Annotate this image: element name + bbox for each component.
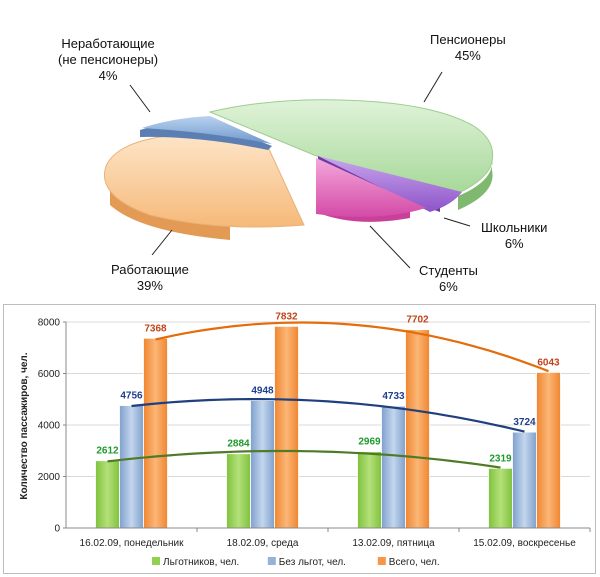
data-label: 4756	[120, 391, 143, 402]
bar-chart-border	[3, 304, 596, 574]
y-tick-label: 2000	[38, 472, 61, 483]
data-label: 7832	[275, 311, 298, 322]
legend: Льготников, чел. Без льгот, чел. Всего, че…	[152, 557, 440, 568]
data-label: 6043	[537, 357, 560, 368]
data-label: 2612	[96, 446, 119, 457]
bar-bez-lgot	[381, 405, 406, 529]
x-tick-label: 18.02.09, среда	[227, 538, 299, 549]
bar-bez-lgot	[250, 400, 275, 529]
bar-bez-lgot	[119, 405, 144, 529]
bar-lgotniki	[488, 467, 513, 529]
y-tick-label: 0	[54, 524, 60, 535]
pie-label-pensioners: Пенсионеры 45%	[430, 32, 506, 64]
pie-chart	[104, 71, 494, 269]
bar-lgotniki	[226, 453, 251, 529]
pie-label-students: Студенты 6%	[419, 263, 478, 295]
trendline	[131, 398, 525, 433]
x-tick-label: 15.02.09, воскресенье	[473, 538, 576, 549]
bar-lgotniki	[357, 451, 382, 529]
trendline	[155, 321, 549, 373]
leader-line-nonworking	[129, 84, 151, 113]
leader-line-schoolkids	[443, 217, 471, 227]
bar-vsego	[405, 329, 430, 529]
legend-swatch	[267, 557, 276, 565]
data-label: 2969	[358, 437, 381, 448]
data-label: 4733	[382, 391, 405, 402]
pie-label-working-name: Работающие	[111, 262, 189, 277]
leader-line-students	[369, 225, 411, 269]
pie-slice-schoolkids	[318, 156, 462, 212]
legend-label: Всего, чел.	[389, 557, 440, 568]
data-label: 2884	[227, 439, 250, 450]
legend-label: Без льгот, чел.	[279, 557, 346, 568]
pie-slice-pensioners	[208, 99, 494, 210]
pie-label-pensioners-percent: 45%	[454, 48, 481, 63]
pie-label-pensioners-name: Пенсионеры	[430, 32, 506, 47]
axes: 0 2000 4000 6000 8000 16.02.09, понедельник 18…	[38, 318, 591, 549]
bar-vsego	[274, 325, 299, 529]
x-tick-label: 13.02.09, пятница	[352, 538, 435, 549]
data-label: 7702	[406, 315, 429, 326]
y-tick-label: 6000	[38, 369, 61, 380]
bars	[95, 325, 561, 529]
leader-line-pensioners	[423, 71, 443, 103]
pie-label-students-percent: 6%	[439, 279, 458, 294]
pie-slice-nonworking	[140, 116, 272, 150]
data-label: 2319	[489, 453, 512, 464]
bar-bez-lgot	[512, 431, 537, 529]
y-tick-label: 8000	[38, 318, 61, 329]
y-tick-label: 4000	[38, 421, 61, 432]
pie-label-nonworking-name-line2: (не пенсионеры)	[58, 52, 159, 67]
data-labels: 2612 2884 2969 2319 4756 4948 4733 3724 7368 7832…	[96, 311, 560, 464]
legend-swatch	[377, 557, 386, 565]
data-label: 7368	[144, 323, 167, 334]
trendline	[107, 449, 501, 469]
pie-label-schoolkids-percent: 6%	[504, 236, 524, 251]
pie-label-students-name: Студенты	[419, 263, 478, 278]
pie-label-schoolkids-name: Школьники	[481, 220, 548, 235]
x-tick-label: 16.02.09, понедельник	[80, 538, 185, 549]
leader-line-working	[151, 229, 173, 256]
pie-label-working: Работающие 39%	[111, 262, 189, 294]
pie-label-nonworking: Неработающие (не пенсионеры) 4%	[58, 36, 158, 84]
pie-label-working-percent: 39%	[136, 278, 163, 293]
bar-lgotniki	[95, 460, 120, 529]
legend-label: Льготников, чел.	[163, 557, 239, 568]
pie-label-schoolkids: Школьники 6%	[481, 220, 547, 252]
data-label: 3724	[513, 417, 536, 428]
bar-vsego	[536, 371, 561, 529]
bar-vsego	[143, 337, 168, 529]
data-label: 4948	[251, 386, 274, 397]
trendlines	[107, 321, 549, 469]
pie-label-nonworking-percent: 4%	[98, 68, 118, 83]
y-axis-title: Количество пассажиров, чел.	[19, 352, 30, 499]
legend-swatch	[152, 557, 160, 565]
pie-label-nonworking-name-line1: Неработающие	[61, 36, 155, 51]
pie-slice-students	[316, 158, 426, 222]
